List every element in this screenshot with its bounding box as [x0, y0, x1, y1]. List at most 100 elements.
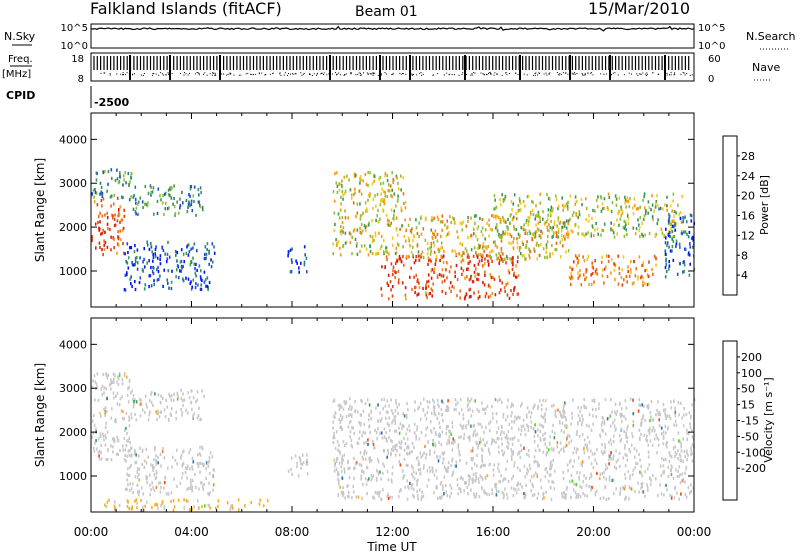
power-cell	[176, 268, 178, 272]
power-cell	[456, 277, 459, 281]
power-cell	[567, 232, 570, 236]
freq-unit-label: [MHz]	[2, 69, 31, 80]
velocity-cell	[152, 466, 154, 470]
velocity-cell	[481, 460, 484, 464]
velocity-cell	[186, 476, 188, 480]
power-cell	[585, 268, 588, 272]
velocity-cell	[353, 431, 356, 435]
velocity-cell	[405, 415, 408, 420]
velocity-cell	[436, 455, 439, 459]
velocity-cell	[135, 460, 138, 465]
power-cell	[400, 188, 402, 192]
velocity-cell	[440, 481, 443, 485]
velocity-cell	[576, 493, 578, 497]
velocity-cell	[551, 404, 553, 408]
velocity-cell	[127, 483, 129, 487]
power-cell	[555, 248, 558, 252]
velocity-ytick-label: 2000	[59, 426, 87, 439]
power-cell	[557, 235, 559, 239]
velocity-cell	[458, 435, 460, 439]
velocity-colorbar-tick-label: -50	[741, 430, 759, 443]
power-cell	[562, 244, 564, 248]
velocity-cell	[443, 475, 446, 479]
power-cell	[467, 215, 469, 220]
power-cell	[390, 288, 392, 292]
velocity-cell	[127, 473, 130, 478]
power-cell	[504, 289, 506, 293]
velocity-cell	[112, 372, 115, 376]
velocity-cell	[630, 487, 633, 491]
velocity-cell	[380, 417, 383, 421]
velocity-cell	[180, 454, 183, 458]
velocity-cell	[170, 394, 173, 398]
velocity-cell	[602, 429, 604, 433]
velocity-cell	[472, 477, 474, 481]
nave-dot	[413, 73, 415, 75]
velocity-cell	[542, 398, 545, 402]
velocity-cell	[526, 452, 528, 456]
power-cell	[576, 263, 578, 268]
power-cell	[203, 256, 206, 261]
power-cell	[612, 228, 614, 232]
power-cell	[361, 229, 364, 233]
velocity-cell	[447, 466, 450, 470]
power-cell	[483, 249, 485, 253]
velocity-cell	[511, 457, 513, 462]
velocity-cell	[125, 375, 128, 379]
velocity-cell	[570, 473, 573, 478]
velocity-cell	[570, 439, 573, 443]
power-cell	[353, 228, 356, 232]
power-cell	[561, 238, 563, 242]
power-cell	[121, 218, 123, 222]
velocity-cell	[192, 479, 194, 483]
velocity-cell	[189, 447, 192, 452]
velocity-cell	[212, 468, 215, 472]
power-cell	[534, 217, 537, 221]
power-cell	[610, 221, 612, 225]
velocity-cell	[540, 424, 543, 428]
power-cell	[442, 274, 445, 278]
velocity-cell	[148, 413, 151, 417]
power-cell	[166, 252, 169, 256]
velocity-cell	[333, 398, 336, 402]
power-cell	[94, 187, 96, 192]
velocity-cell	[434, 444, 437, 448]
velocity-cell	[386, 469, 389, 473]
velocity-cell	[416, 425, 419, 429]
velocity-cell	[478, 409, 480, 413]
velocity-cell	[201, 462, 204, 466]
power-cell	[679, 245, 681, 249]
power-cell	[594, 271, 597, 275]
power-cell	[574, 202, 576, 206]
power-cell	[356, 202, 359, 206]
velocity-cell	[562, 446, 565, 450]
power-cell	[98, 241, 101, 245]
velocity-cell	[105, 436, 107, 440]
power-cell	[668, 212, 670, 217]
power-cell	[427, 273, 430, 277]
nave-dot	[279, 73, 281, 75]
velocity-cell	[457, 443, 460, 447]
power-cell	[688, 273, 691, 277]
power-cell	[110, 248, 112, 252]
power-cell	[512, 263, 514, 267]
nave-dot	[165, 73, 167, 75]
power-cell	[378, 177, 380, 181]
nave-dot	[576, 73, 578, 74]
velocity-cell	[670, 455, 673, 459]
velocity-cell	[681, 416, 683, 420]
power-cell	[569, 265, 571, 270]
power-cell	[565, 219, 568, 223]
velocity-cell	[564, 401, 566, 405]
power-cell	[546, 217, 549, 221]
velocity-cell	[122, 444, 124, 448]
power-cell	[111, 213, 113, 217]
power-cell	[478, 253, 480, 257]
nave-dot	[587, 72, 589, 74]
power-cell	[190, 259, 192, 264]
nave-dot	[489, 72, 491, 74]
velocity-cell	[347, 467, 349, 471]
power-cell	[163, 212, 165, 217]
velocity-cell	[130, 487, 133, 491]
power-cell	[484, 273, 486, 277]
